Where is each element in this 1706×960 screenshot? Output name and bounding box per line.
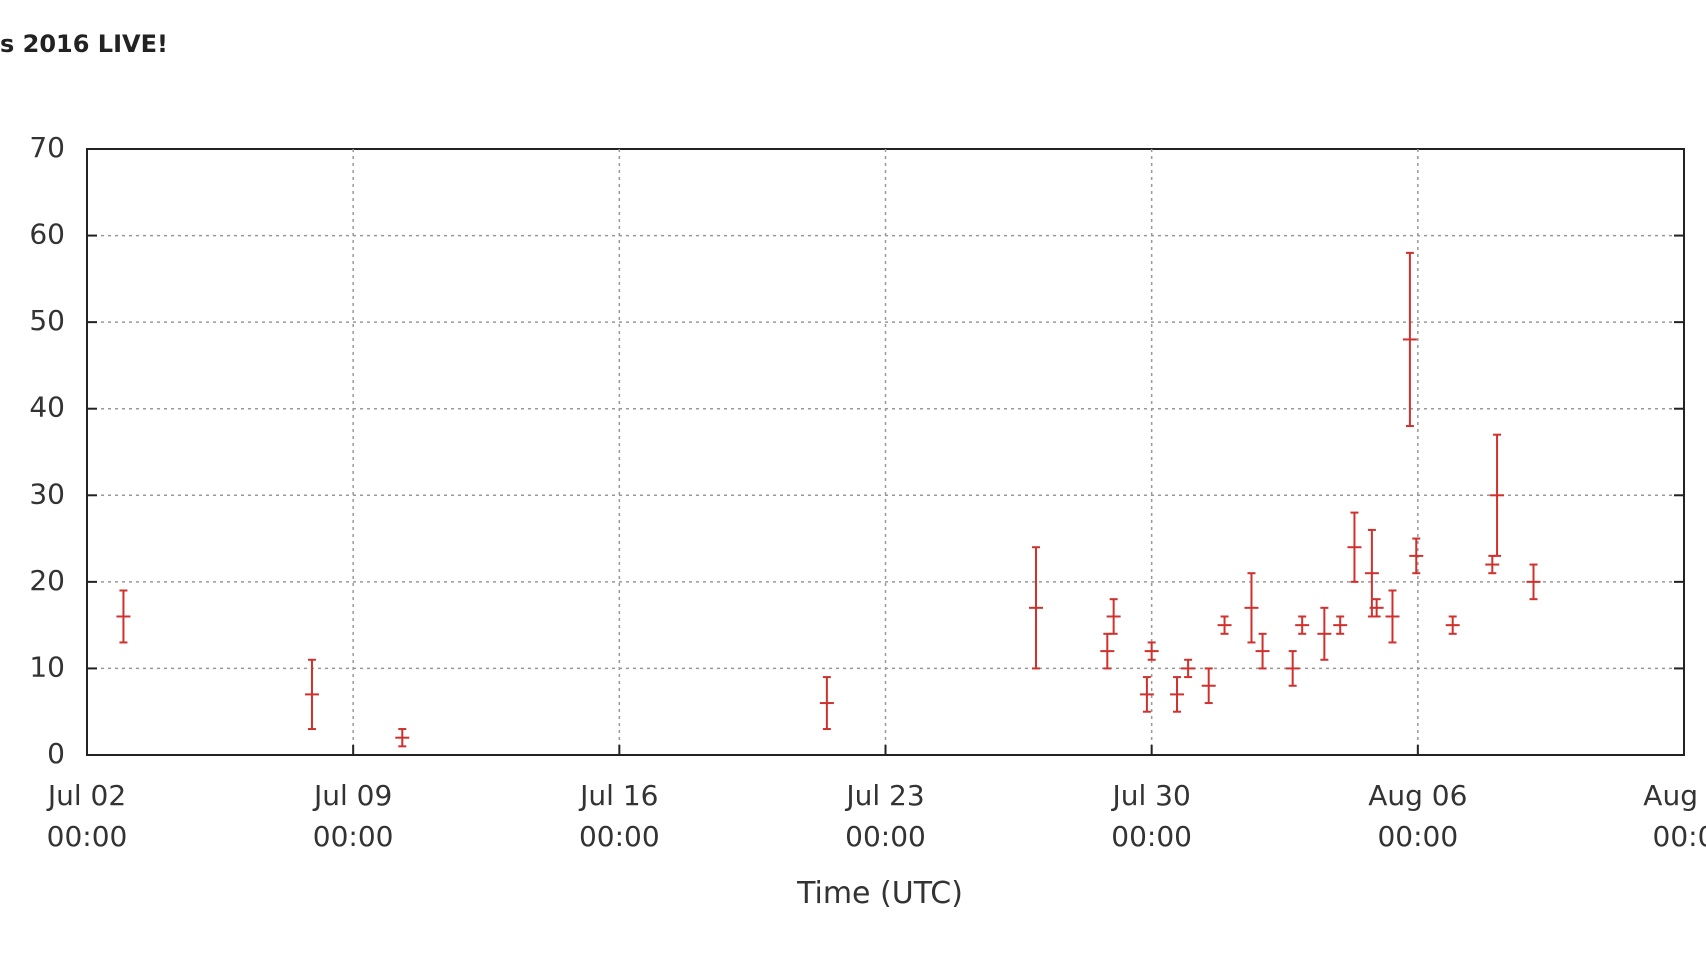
x-tick-label: Jul 02 00:00 xyxy=(46,779,128,853)
y-tick-label: 60 xyxy=(29,218,65,251)
y-tick-label: 70 xyxy=(29,131,65,164)
x-tick-label: Jul 30 00:00 xyxy=(1111,779,1192,853)
x-tick-label: Jul 23 00:00 xyxy=(845,779,926,853)
y-tick-label: 30 xyxy=(29,477,65,510)
y-tick-label: 40 xyxy=(29,391,65,424)
x-tick-label: Jul 09 00:00 xyxy=(312,779,394,853)
y-tick-label: 50 xyxy=(29,304,65,337)
y-tick-label: 10 xyxy=(29,650,65,683)
x-tick-label: Aug 1 00:0 xyxy=(1643,779,1706,853)
x-axis-label: Time (UTC) xyxy=(797,876,963,911)
x-tick-label: Jul 16 00:00 xyxy=(578,779,660,853)
y-tick-label: 0 xyxy=(47,737,65,770)
chart-title: s 2016 LIVE! xyxy=(0,30,168,58)
x-tick-label: Aug 06 00:00 xyxy=(1368,779,1468,853)
y-tick-label: 20 xyxy=(29,564,65,597)
